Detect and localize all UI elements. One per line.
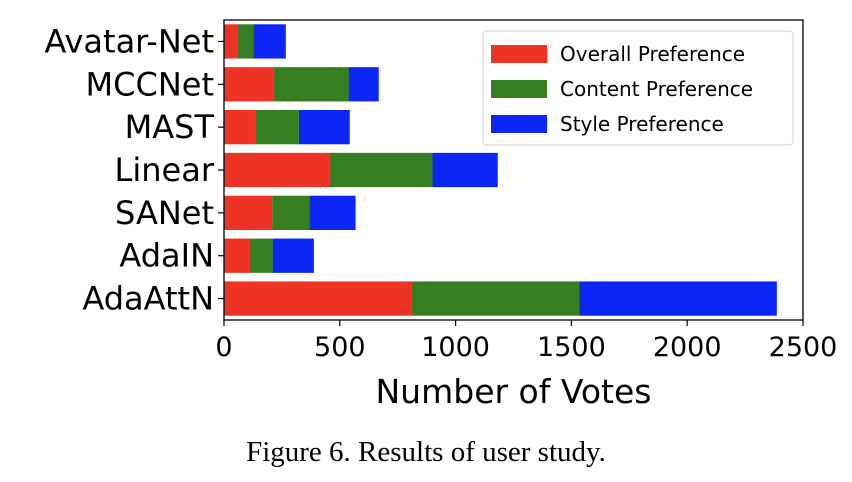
legend-label: Style Preference	[560, 112, 724, 136]
bar-adaattn-series-3	[579, 281, 777, 316]
y-tick-label: Avatar-Net	[44, 22, 214, 60]
x-tick-label: 0	[215, 332, 232, 363]
legend-label: Overall Preference	[560, 42, 745, 66]
bar-avatar-net-series-3	[253, 24, 286, 59]
legend-swatch	[491, 45, 547, 63]
legend-label: Content Preference	[560, 77, 753, 101]
legend-box	[482, 30, 794, 146]
bar-adain-series-3	[272, 238, 314, 273]
x-tick-label: 2500	[769, 332, 838, 363]
bar-sanet-series-1	[224, 195, 273, 230]
bar-layer	[224, 24, 777, 316]
legend-swatch	[491, 115, 547, 133]
y-tick-label: AdaAttN	[82, 280, 214, 318]
bar-avatar-net-series-1	[224, 24, 238, 59]
bar-mast-series-3	[298, 110, 350, 145]
bar-linear-series-3	[432, 152, 498, 188]
x-tick-label: 1500	[537, 332, 606, 363]
y-tick-label: MCCNet	[86, 65, 214, 103]
bar-avatar-net-series-2	[237, 24, 254, 59]
bar-adaattn-series-1	[224, 281, 412, 316]
bar-mast-series-1	[224, 110, 256, 145]
x-tick-label: 500	[314, 332, 366, 363]
bar-mast-series-2	[255, 110, 299, 145]
y-tick-label: AdaIN	[119, 237, 214, 275]
y-tick-label: SANet	[115, 194, 214, 232]
bar-sanet-series-3	[309, 195, 356, 230]
y-tick-label: Linear	[115, 151, 215, 189]
x-tick-label: 1000	[421, 332, 490, 363]
bar-mccnet-series-3	[348, 67, 379, 102]
bar-linear-series-1	[224, 152, 330, 188]
y-axis: Avatar-Net MCCNet MAST Linear SANet AdaIN AdaA…	[44, 22, 224, 318]
bar-adain-series-2	[249, 238, 273, 273]
legend: Overall Preference Content Preference Styl…	[482, 30, 794, 146]
x-axis-label: Number of Votes	[376, 372, 652, 411]
bar-linear-series-2	[329, 152, 433, 188]
user-study-bar-chart: 0 500 1000 1500 2000 2500 Avatar-Net MCCNet MAS…	[44, 19, 837, 411]
y-tick-label: MAST	[125, 108, 215, 146]
bar-mccnet-series-1	[224, 67, 274, 102]
bar-adaattn-series-2	[411, 281, 580, 316]
figure-caption: Figure 6. Results of user study.	[246, 436, 606, 468]
x-axis: 0 500 1000 1500 2000 2500	[215, 320, 837, 363]
x-tick-label: 2000	[653, 332, 722, 363]
bar-sanet-series-2	[272, 195, 310, 230]
legend-swatch	[491, 80, 547, 98]
bar-adain-series-1	[224, 238, 250, 273]
bar-mccnet-series-2	[273, 67, 349, 102]
